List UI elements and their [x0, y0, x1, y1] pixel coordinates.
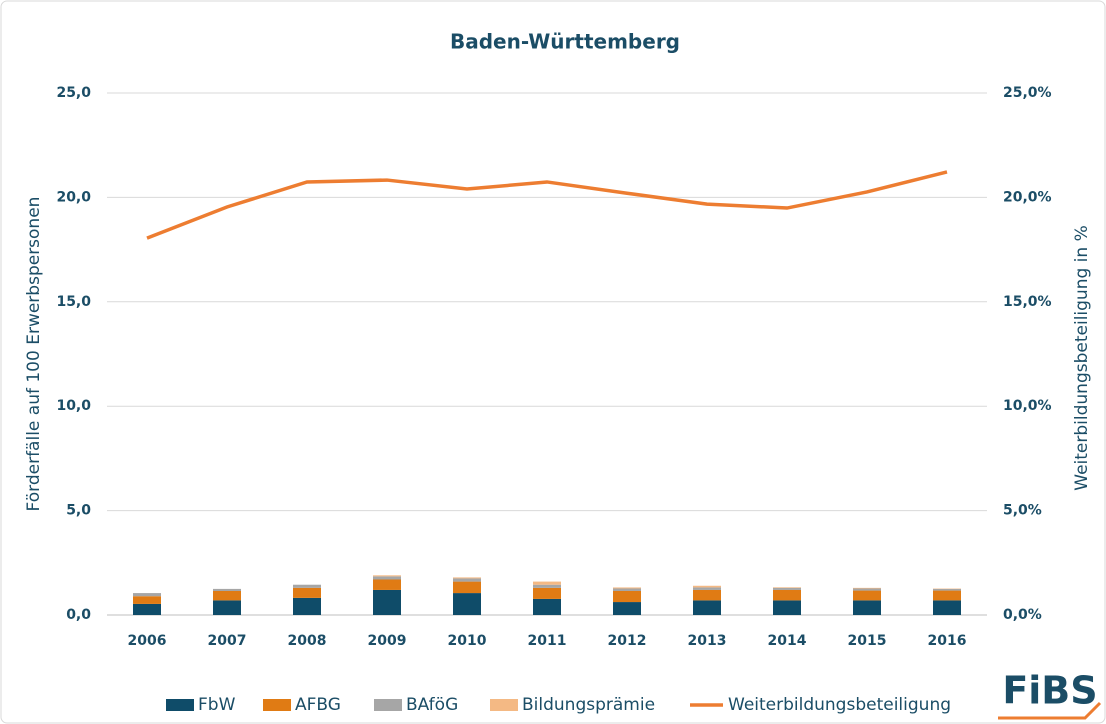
y-tick-label: 5,0: [66, 503, 91, 519]
legend-swatch: [263, 699, 291, 711]
y2-tick-label: 25,0%: [1003, 85, 1052, 101]
bar-segment: [853, 600, 881, 615]
bar-segment: [213, 588, 241, 591]
y2-tick-label: 0,0%: [1003, 607, 1042, 623]
y-axis-label: Förderfälle auf 100 Erwerbspersonen: [24, 197, 44, 512]
bar-segment: [933, 600, 961, 615]
bar-segment: [693, 585, 721, 588]
legend-label: BAföG: [406, 695, 458, 715]
bar-segment: [693, 589, 721, 601]
line-series: [146, 170, 948, 240]
y-tick-label: 20,0: [56, 189, 91, 205]
bar-segment: [213, 600, 241, 615]
bar-segment: [453, 577, 481, 579]
bar-segment: [293, 587, 321, 598]
bar-segment: [453, 593, 481, 615]
bar-segment: [613, 602, 641, 615]
bar-segment: [133, 593, 161, 597]
y-tick-label: 25,0: [56, 85, 91, 101]
bar-segment: [293, 597, 321, 615]
bar-segment: [453, 578, 481, 582]
bar-segment: [373, 575, 401, 577]
bar-segment: [373, 589, 401, 615]
bar-segment: [213, 590, 241, 601]
x-tick-label: 2015: [848, 633, 887, 649]
bar-segment: [773, 589, 801, 601]
bar-segment: [773, 587, 801, 590]
logo-line: [998, 701, 1102, 720]
legend-swatch: [166, 699, 194, 711]
bar-segment: [133, 596, 161, 604]
logo: FiBS: [1002, 669, 1097, 713]
y2-tick-label: 20,0%: [1003, 189, 1052, 205]
legend-label: Weiterbildungsbeteiligung: [728, 695, 951, 715]
bar-segment: [533, 584, 561, 588]
bar-segment: [853, 587, 881, 589]
bar-segment: [853, 590, 881, 601]
bar-segment: [773, 587, 801, 588]
x-tick-label: 2010: [448, 633, 487, 649]
bar-segment: [933, 588, 961, 591]
chart-title: Baden-Württemberg: [450, 30, 680, 54]
bar-segment: [453, 581, 481, 594]
x-tick-label: 2006: [128, 633, 167, 649]
legend-label: Bildungsprämie: [522, 695, 655, 715]
y-tick-label: 10,0: [56, 398, 91, 414]
bar-segment: [613, 588, 641, 591]
bar-segment: [773, 600, 801, 615]
y2-axis-label: Weiterbildungsbeteiligung in %: [1072, 225, 1092, 490]
bar-segment: [373, 579, 401, 590]
y-tick-label: 15,0: [56, 294, 91, 310]
bar-segment: [533, 581, 561, 585]
bar-segment: [933, 590, 961, 601]
bar-segment: [853, 588, 881, 591]
legend-swatch: [374, 699, 402, 711]
bar-segment: [693, 587, 721, 590]
x-tick-label: 2012: [608, 633, 647, 649]
x-tick-label: 2008: [288, 633, 327, 649]
y-tick-label: 0,0: [66, 607, 91, 623]
legend-label: FbW: [198, 695, 236, 715]
x-tick-label: 2016: [928, 633, 967, 649]
y2-tick-label: 15,0%: [1003, 294, 1052, 310]
bar-segment: [613, 587, 641, 589]
bar-segment: [133, 603, 161, 615]
bar-segment: [613, 590, 641, 603]
y2-tick-label: 10,0%: [1003, 398, 1052, 414]
legend-swatch: [490, 699, 518, 711]
bar-segment: [293, 584, 321, 588]
bar-segment: [533, 598, 561, 615]
bar-segment: [693, 600, 721, 615]
x-tick-label: 2007: [208, 633, 247, 649]
bar-segment: [533, 587, 561, 599]
x-tick-label: 2013: [688, 633, 727, 649]
bar-segment: [373, 576, 401, 580]
x-tick-label: 2009: [368, 633, 407, 649]
y2-tick-label: 5,0%: [1003, 503, 1042, 519]
x-tick-label: 2011: [528, 633, 567, 649]
x-tick-label: 2014: [768, 633, 807, 649]
legend-label: AFBG: [295, 695, 341, 715]
